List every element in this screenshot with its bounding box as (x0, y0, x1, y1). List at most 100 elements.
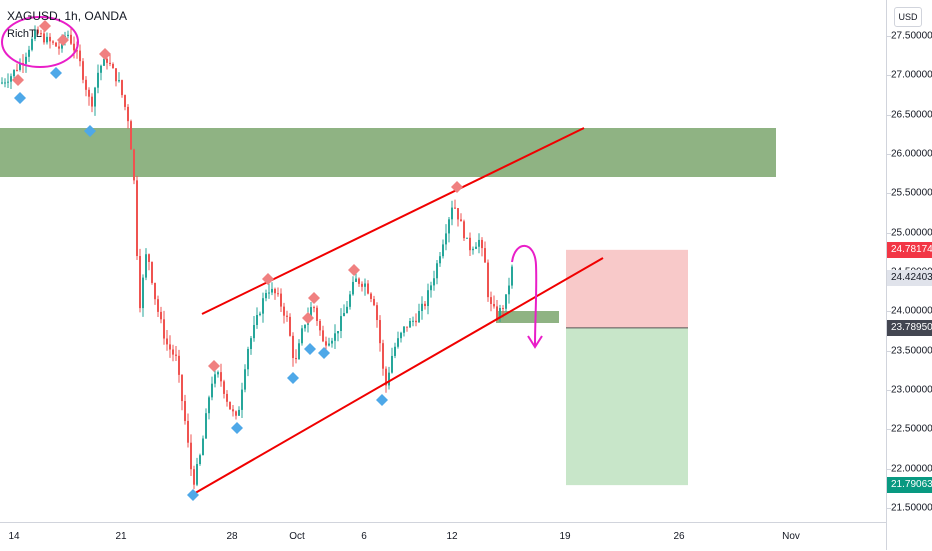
swing-high-marker (262, 273, 274, 285)
candle-body (247, 348, 249, 370)
price-tick-label: 22.00000 (891, 463, 932, 475)
candle-body (346, 306, 348, 314)
chart-area[interactable]: XAGUSD, 1h, OANDA RichTL (0, 0, 886, 522)
candle-body (172, 349, 174, 355)
candle-body (253, 324, 255, 339)
candle-body (298, 343, 300, 360)
time-tick-label: 21 (115, 531, 127, 542)
candle-body (424, 303, 426, 307)
channel-upper-line (201, 127, 585, 315)
candle-body (322, 330, 324, 342)
candle-body (55, 42, 57, 47)
candle-body (91, 96, 93, 107)
swing-low-marker (318, 347, 330, 359)
candle-body (205, 413, 207, 439)
candle-body (406, 326, 408, 328)
candle-body (277, 293, 279, 295)
highlight-ellipse (1, 16, 79, 68)
price-chart[interactable] (0, 0, 886, 522)
candle-body (511, 266, 513, 286)
candle-body (118, 80, 120, 82)
candle-body (400, 332, 402, 339)
candle-body (226, 393, 228, 402)
candle-body (340, 316, 342, 331)
time-tick-label: 19 (559, 531, 571, 542)
candle-body (28, 49, 30, 57)
price-tick-mark (887, 390, 891, 391)
candle-body (430, 285, 432, 291)
time-tick-label: Oct (289, 531, 305, 542)
candle-body (238, 409, 240, 416)
candle-body (364, 283, 366, 287)
candle-body (283, 306, 285, 316)
candle-body (490, 297, 492, 304)
candle-body (358, 278, 360, 284)
candle-body (409, 321, 411, 328)
candle-body (157, 299, 159, 312)
candle-body (460, 219, 462, 222)
candle-body (76, 50, 78, 52)
reversal-arrow-head (527, 335, 543, 349)
time-tick-label: 6 (361, 531, 367, 542)
candle-body (448, 219, 450, 234)
candle-body (268, 292, 270, 294)
candle-body (280, 293, 282, 307)
candle-body (502, 308, 504, 310)
candle-body (220, 372, 222, 382)
currency-button[interactable]: USD (894, 7, 922, 27)
candle-body (106, 58, 108, 63)
candle-body (112, 63, 114, 69)
candle-body (178, 355, 180, 375)
candle-body (493, 303, 495, 307)
swing-high-marker (12, 74, 24, 86)
candle-body (265, 292, 267, 299)
candle-body (52, 41, 54, 43)
candle-body (403, 326, 405, 333)
candle-body (352, 281, 354, 295)
candle-body (196, 464, 198, 485)
indicator-label[interactable]: RichTL (7, 28, 42, 40)
candle-body (304, 324, 306, 329)
price-tick-label: 23.50000 (891, 345, 932, 357)
candle-body (163, 319, 165, 339)
candle-body (148, 254, 150, 262)
price-tick-label: 23.00000 (891, 384, 932, 396)
candle-body (103, 58, 105, 66)
candle-body (154, 282, 156, 300)
candle-body (31, 38, 33, 50)
price-tag: 24.78174 (887, 241, 932, 258)
reversal-arrow-path (511, 244, 538, 346)
swing-low-marker (84, 125, 96, 137)
swing-low-marker (187, 489, 199, 501)
candle-body (301, 328, 303, 344)
symbol-title[interactable]: XAGUSD, 1h, OANDA (7, 9, 128, 23)
candle-body (334, 333, 336, 341)
price-tick-mark (887, 193, 891, 195)
candle-body (412, 320, 414, 322)
candle-body (121, 80, 123, 96)
swing-low-marker (304, 343, 316, 355)
swing-high-marker (302, 312, 314, 324)
candle-body (388, 372, 390, 386)
candle-body (466, 237, 468, 239)
candle-body (421, 303, 423, 312)
price-tag: 24.42403 (887, 269, 932, 286)
candle-body (184, 401, 186, 421)
price-tick-mark (887, 508, 891, 509)
time-tick-label: 14 (8, 531, 20, 542)
candle-body (130, 121, 132, 150)
candle-body (169, 344, 171, 350)
swing-low-marker (287, 372, 299, 384)
price-axis[interactable]: 27.50000 27.00000 26.50000 26.00000 25.50000… (886, 0, 932, 550)
swing-high-marker (99, 48, 111, 60)
candle-body (181, 374, 183, 402)
candle-body (211, 383, 213, 398)
swing-high-marker (57, 34, 69, 46)
candle-body (46, 36, 48, 43)
candle-body (397, 338, 399, 347)
candle-body (94, 87, 96, 107)
time-axis[interactable]: 14 21 28 Oct 6 12 19 26 Nov (0, 522, 886, 551)
candle-body (355, 278, 357, 282)
swing-high-marker (348, 264, 360, 276)
candle-body (445, 233, 447, 245)
